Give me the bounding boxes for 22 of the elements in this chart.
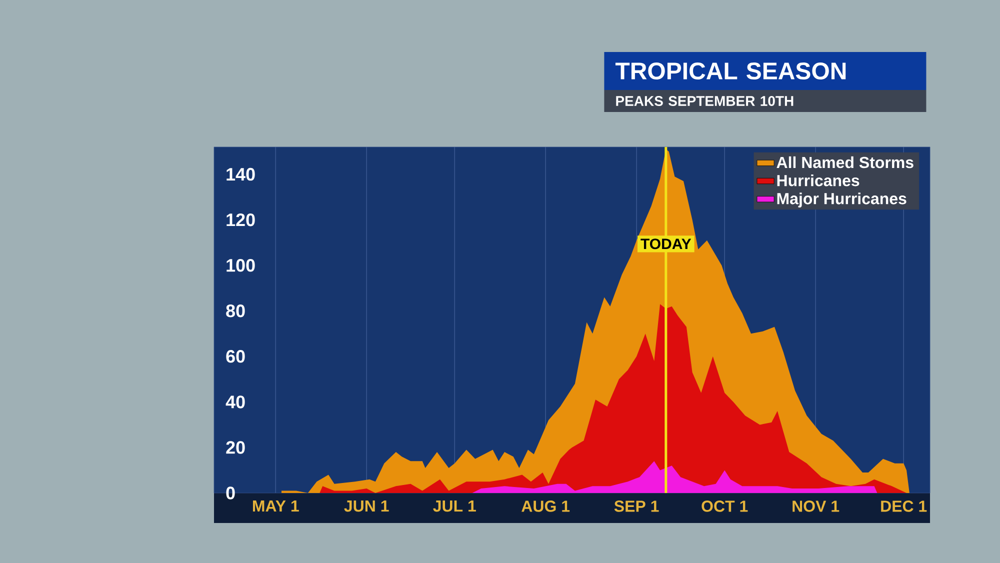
legend-label: Hurricanes [777, 174, 860, 186]
y-tick-label: 0 [226, 486, 235, 500]
legend-label: All Named Storms [776, 156, 914, 168]
chart-title: TROPICAL SEASON [615, 62, 846, 80]
ref-line-label: TODAY [640, 238, 692, 250]
y-tick-label: 140 [226, 168, 255, 181]
y-tick-label: 100 [226, 258, 255, 272]
y-tick-label: 120 [226, 213, 255, 226]
x-tick-label: MAY 1 [252, 500, 299, 512]
x-tick-label: DEC 1 [881, 500, 927, 512]
y-tick-label: 60 [226, 350, 245, 363]
x-tick-label: JUN 1 [344, 500, 389, 512]
x-tick-label: OCT 1 [702, 500, 748, 512]
x-tick-label: NOV 1 [792, 500, 840, 512]
y-tick-label: 80 [226, 304, 245, 318]
y-tick-label: 40 [226, 396, 245, 408]
x-tick-label: AUG 1 [522, 500, 570, 512]
y-tick-label: 20 [226, 441, 245, 454]
x-tick-label: JUL 1 [433, 500, 476, 512]
chart-subtitle: PEAKS SEPTEMBER 10TH [616, 96, 794, 106]
legend-label: Major Hurricanes [777, 192, 906, 208]
x-tick-label: SEP 1 [614, 500, 659, 512]
